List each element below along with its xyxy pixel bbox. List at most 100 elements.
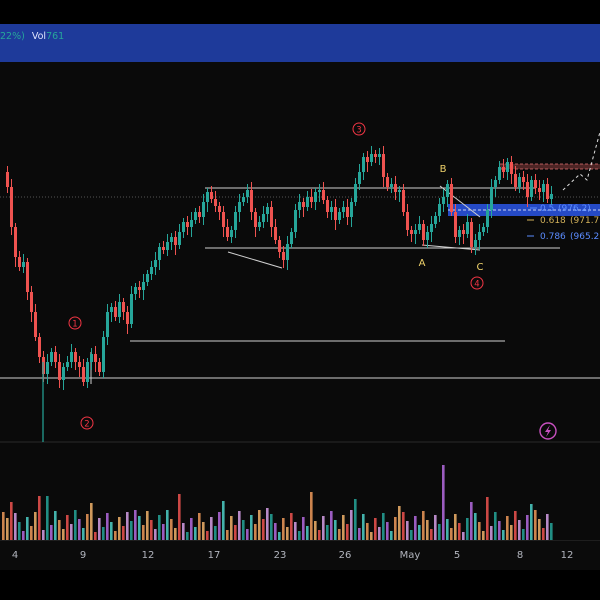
indicator-legend-bar xyxy=(0,24,600,62)
lightning-alert-icon[interactable] xyxy=(539,422,557,440)
volume-bar xyxy=(206,531,209,540)
volume-bar xyxy=(510,525,513,540)
volume-bar xyxy=(190,518,193,540)
candle xyxy=(342,201,345,218)
volume-bar xyxy=(498,521,501,540)
volume-bar xyxy=(26,517,29,540)
candle xyxy=(290,228,293,248)
time-axis-label: 4 xyxy=(11,550,19,561)
volume-bar xyxy=(406,521,409,540)
volume-bar xyxy=(186,532,189,540)
candle xyxy=(222,206,225,237)
volume-bar xyxy=(362,514,365,540)
volume-bar xyxy=(210,517,213,540)
volume-bar xyxy=(346,524,349,540)
volume-bar xyxy=(286,527,289,540)
volume-bar xyxy=(154,529,157,540)
wave-label-2[interactable]: 2 xyxy=(80,416,94,430)
candle xyxy=(242,193,245,206)
candle xyxy=(254,208,257,237)
volume-bar xyxy=(402,512,405,540)
time-axis-label: May xyxy=(399,550,421,561)
candle xyxy=(446,180,449,207)
volume-bar xyxy=(262,519,265,540)
volume-bar xyxy=(478,522,481,540)
volume-bar xyxy=(90,503,93,540)
volume-bar xyxy=(282,518,285,540)
resistance-zone[interactable] xyxy=(500,164,600,169)
candle xyxy=(230,226,233,243)
candle xyxy=(522,171,525,190)
volume-bar xyxy=(398,506,401,540)
candle xyxy=(170,233,173,250)
candle xyxy=(50,348,53,366)
candle xyxy=(318,184,321,202)
volume-bar xyxy=(110,522,113,540)
wave-label-4[interactable]: 4 xyxy=(470,276,484,290)
wave-label-1[interactable]: 1 xyxy=(68,316,82,330)
volume-bar xyxy=(38,496,41,540)
volume-bar xyxy=(22,531,25,540)
volume-bar xyxy=(194,527,197,540)
volume-bar xyxy=(314,521,317,540)
candle xyxy=(466,214,469,238)
candle xyxy=(26,258,29,300)
wave-label-c[interactable]: C xyxy=(477,262,484,273)
volume-bar xyxy=(306,526,309,540)
time-axis-label: 23 xyxy=(273,550,287,561)
abc-trendline[interactable] xyxy=(421,244,481,251)
candle xyxy=(194,208,197,224)
candle xyxy=(138,281,141,298)
chart-canvas[interactable]: 0.5 (976.2) 0.618 (971.7) 0.786 (965.2) … xyxy=(0,62,600,540)
volume-bar xyxy=(182,523,185,540)
volume-bar xyxy=(390,531,393,540)
wave-label-a[interactable]: A xyxy=(419,258,426,269)
volume-bar xyxy=(78,519,81,540)
candle xyxy=(182,218,185,238)
candle xyxy=(514,166,517,191)
candle xyxy=(274,219,277,244)
volume-bar xyxy=(290,513,293,540)
candle xyxy=(378,148,381,165)
volume-bar xyxy=(474,513,477,540)
volume-bar xyxy=(330,511,333,540)
volume-bar xyxy=(166,510,169,540)
candlestick-series[interactable] xyxy=(6,146,553,442)
volume-bar xyxy=(422,511,425,540)
wave-label-b[interactable]: B xyxy=(440,164,447,175)
price-chart-pane[interactable]: 0.5 (976.2) 0.618 (971.7) 0.786 (965.2) … xyxy=(0,62,600,540)
candle xyxy=(238,194,241,222)
volume-bar xyxy=(62,529,65,540)
volume-bar xyxy=(414,516,417,540)
candle xyxy=(470,218,473,253)
candle xyxy=(70,344,73,368)
volume-bar xyxy=(490,526,493,540)
time-axis[interactable]: 4 9 12 17 23 26 May 5 8 12 xyxy=(0,540,600,571)
candle xyxy=(482,223,485,236)
volume-bar xyxy=(370,532,373,540)
candle xyxy=(202,194,205,225)
candle xyxy=(534,174,537,194)
candle xyxy=(142,274,145,300)
projection-path[interactable] xyxy=(562,131,600,191)
candle xyxy=(422,220,425,246)
candle xyxy=(518,173,521,193)
candle xyxy=(310,189,313,208)
candle xyxy=(330,201,333,220)
candle xyxy=(542,180,545,202)
volume-bar xyxy=(46,496,49,540)
candle xyxy=(166,234,169,256)
candle xyxy=(354,178,357,206)
candle xyxy=(218,202,221,220)
candle xyxy=(430,216,433,242)
candle xyxy=(278,236,281,258)
volume-bar xyxy=(2,512,5,540)
wave-label-3[interactable]: 3 xyxy=(352,122,366,136)
volume-bar xyxy=(162,524,165,540)
svg-text:0.618: 0.618 xyxy=(540,216,566,226)
lower-trendline[interactable] xyxy=(227,251,283,269)
volume-bar xyxy=(138,516,141,540)
candle xyxy=(178,224,181,249)
volume-bar xyxy=(10,502,13,540)
indicator-legend[interactable]: 22%) Vol761 xyxy=(0,31,64,42)
